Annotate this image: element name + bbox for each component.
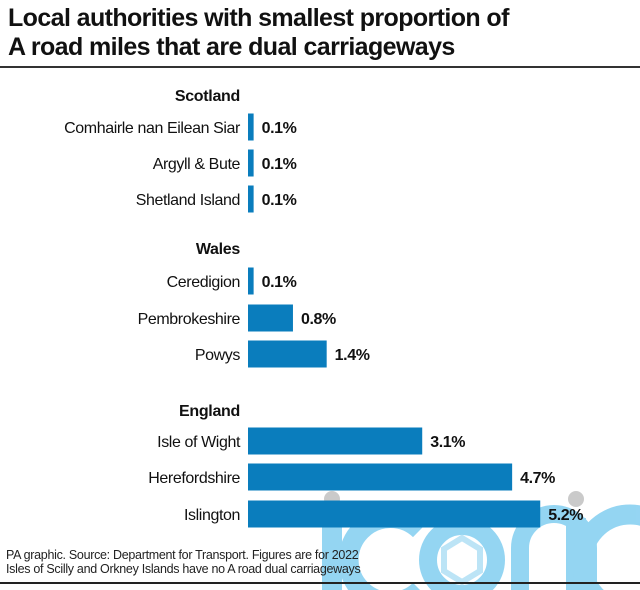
bar (248, 149, 254, 177)
bar (248, 427, 423, 455)
group-header-wales: Wales (196, 241, 241, 258)
value-label: 0.1% (262, 274, 297, 291)
category-label: Ceredigion (167, 274, 240, 291)
value-label: 0.1% (262, 156, 297, 173)
chart-title-line-2: A road miles that are dual carriageways (8, 33, 455, 61)
footer: PA graphic. Source: Department for Trans… (6, 548, 361, 576)
bar (248, 340, 327, 368)
bar (248, 185, 254, 213)
footer-source: PA graphic. Source: Department for Trans… (6, 548, 359, 562)
footer-divider (0, 582, 640, 584)
value-label: 0.8% (301, 311, 336, 328)
category-label: Shetland Island (136, 192, 240, 209)
bar (248, 304, 293, 332)
footer-note: Isles of Scilly and Orkney Islands have … (6, 562, 361, 576)
category-label: Powys (195, 347, 241, 364)
value-label: 1.4% (335, 347, 370, 364)
chart-title-line-1: Local authorities with smallest proporti… (8, 4, 509, 32)
bar (248, 500, 541, 528)
title-divider (0, 66, 640, 68)
category-label: Comhairle nan Eilean Siar (64, 120, 241, 137)
group-header-scotland: Scotland (175, 88, 240, 105)
group-header-england: England (179, 403, 240, 420)
chart-title: Local authorities with smallest proporti… (8, 4, 633, 62)
value-label: 4.7% (520, 470, 555, 487)
category-label: Argyll & Bute (153, 156, 241, 173)
category-label: Islington (184, 507, 240, 524)
category-label: Herefordshire (148, 470, 240, 487)
bar (248, 267, 254, 295)
bar (248, 113, 254, 141)
value-label: 0.1% (262, 192, 297, 209)
value-label: 0.1% (262, 120, 297, 137)
value-label: 5.2% (548, 507, 583, 524)
value-label: 3.1% (430, 434, 465, 451)
category-label: Isle of Wight (157, 434, 241, 451)
bar (248, 463, 513, 491)
category-label: Pembrokeshire (138, 311, 241, 328)
